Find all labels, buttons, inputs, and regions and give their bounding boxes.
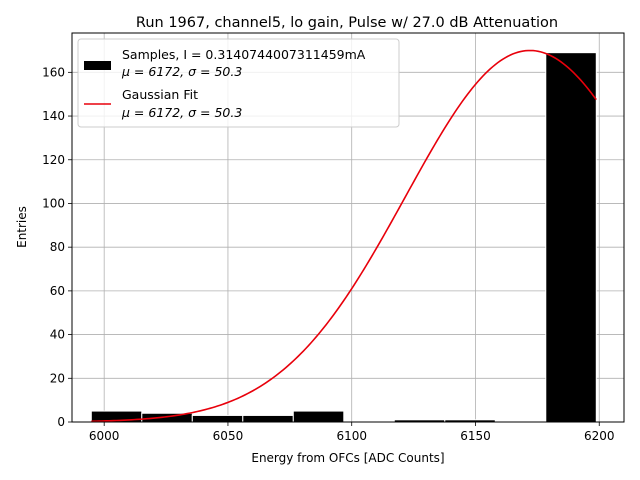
legend-stats-fit: μ = 6172, σ = 50.3	[121, 105, 242, 120]
x-tick-label: 6050	[213, 429, 244, 443]
x-tick-label: 6000	[89, 429, 120, 443]
y-tick-label: 120	[42, 153, 65, 167]
y-tick-label: 0	[57, 415, 65, 429]
legend-swatch-samples	[84, 61, 111, 70]
legend-stats-samples: μ = 6172, σ = 50.3	[121, 64, 242, 79]
legend-label-samples: Samples, I = 0.3140744007311459mA	[122, 47, 366, 62]
y-tick-label: 100	[42, 196, 65, 210]
x-tick-label: 6200	[584, 429, 615, 443]
y-tick-label: 160	[42, 65, 65, 79]
legend-box	[77, 38, 400, 128]
x-tick-label: 6100	[336, 429, 367, 443]
histogram-bar	[242, 414, 294, 423]
legend: Samples, I = 0.3140744007311459mA μ = 61…	[77, 38, 400, 128]
x-axis-label: Energy from OFCs [ADC Counts]	[251, 451, 444, 465]
y-tick-label: 20	[50, 371, 65, 385]
axis-ticks: 6000 6050 6100 6150 6200 0 20 40 60 80 100 120 140 16…	[42, 65, 614, 443]
x-tick-label: 6150	[460, 429, 491, 443]
y-tick-label: 40	[50, 328, 65, 342]
histogram-bar	[545, 52, 597, 423]
plot-frame	[71, 32, 625, 423]
legend-label-fit: Gaussian Fit	[122, 87, 198, 102]
gaussian-fit-line	[91, 49, 597, 423]
histogram-bar	[292, 410, 345, 423]
y-axis-label: Entries	[15, 206, 29, 248]
chart-title: Run 1967, channel5, lo gain, Pulse w/ 27…	[136, 15, 558, 31]
histogram-bar	[191, 414, 244, 423]
y-tick-label: 140	[42, 109, 65, 123]
histogram-bars	[90, 52, 597, 423]
fit-layer	[91, 49, 597, 423]
y-tick-label: 60	[50, 284, 65, 298]
y-tick-label: 80	[50, 240, 65, 254]
